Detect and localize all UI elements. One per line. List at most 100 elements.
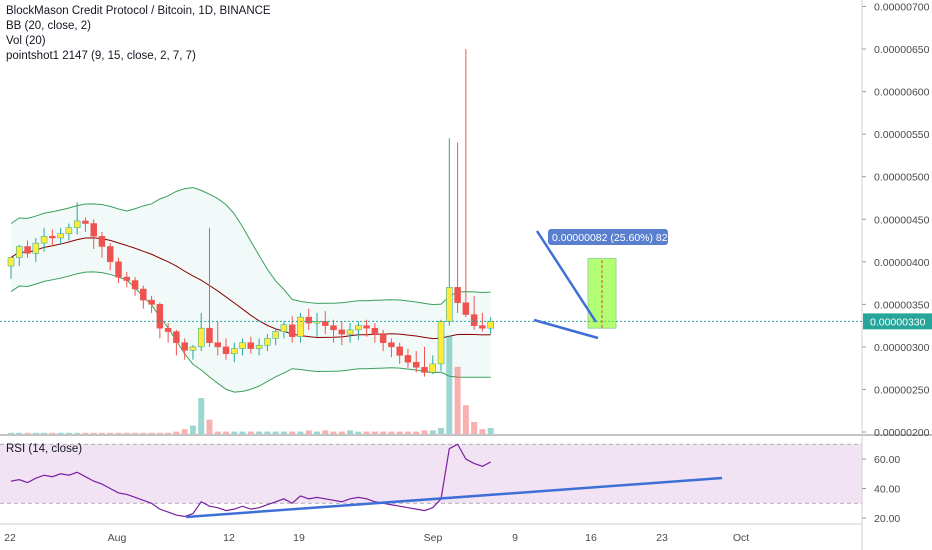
rsi-line	[10, 443, 491, 518]
volume-bar	[16, 432, 23, 434]
candle-body	[404, 355, 412, 363]
candle-body	[222, 346, 230, 354]
rsi-tick-label: 60.00	[874, 454, 900, 466]
price-tick-label: 0.00000250	[874, 384, 930, 396]
rsi-tick-label: 20.00	[874, 513, 900, 525]
volume-bar	[363, 431, 370, 434]
volume-bar	[388, 431, 395, 434]
volume-bar	[256, 431, 263, 434]
volume-bar	[380, 431, 387, 434]
rsi-trendline	[185, 476, 723, 519]
candle-body	[297, 316, 304, 337]
candle-body	[255, 344, 263, 349]
volume-bar	[82, 432, 89, 434]
price-tick-label: 0.00000400	[874, 257, 930, 269]
price-tick-label: 0.00000450	[874, 214, 930, 226]
candle-body	[57, 233, 64, 239]
candle-body	[264, 338, 271, 346]
candle-body	[330, 325, 337, 331]
volume-bar	[421, 430, 428, 434]
candle-body	[322, 321, 329, 326]
volume-bar	[404, 431, 411, 434]
volume-bar	[65, 432, 72, 434]
candle-body	[206, 327, 213, 343]
volume-bar	[115, 432, 122, 434]
volume-bar	[396, 431, 403, 434]
measure-label-bg	[548, 229, 668, 245]
bb-fill	[11, 187, 491, 393]
candle-body	[115, 261, 122, 278]
volume-bar	[264, 431, 271, 434]
volume-bar	[347, 430, 354, 434]
volume-bar	[479, 429, 486, 434]
time-tick-label: 22	[4, 532, 16, 544]
candle-body	[197, 327, 205, 348]
volume-bar	[454, 366, 461, 434]
volume-bar	[98, 432, 105, 434]
volume-bar	[322, 430, 329, 434]
volume-bar	[462, 405, 469, 434]
volume-bar	[206, 419, 213, 434]
volume-bar	[239, 431, 246, 434]
time-tick-label: Aug	[108, 532, 127, 544]
volume-bar	[272, 431, 279, 434]
candle-body	[73, 220, 81, 229]
volume-bar	[90, 432, 97, 434]
volume-bar	[8, 432, 14, 434]
symbol-title: BlockMason Credit Protocol / Bitcoin, 1D…	[6, 5, 271, 17]
volume-bar	[32, 432, 39, 434]
price-tick-label: 0.00000200	[874, 427, 930, 439]
time-tick-label: 19	[293, 532, 305, 544]
volume-bar	[338, 431, 345, 434]
volume-bar	[24, 432, 31, 434]
bb-legend: BB (20, close, 2)	[6, 20, 92, 32]
price-tick-label: 0.00000650	[874, 44, 930, 56]
legend-bb: BB (20, close, 2)	[6, 19, 91, 33]
candle-body	[231, 348, 238, 354]
volume-bar	[74, 432, 81, 434]
volume-bar	[57, 432, 64, 434]
candle-body	[454, 287, 461, 303]
volume-bar	[371, 431, 378, 434]
pointshot-legend: pointshot1 2147 (9, 15, close, 2, 7, 7)	[6, 50, 196, 62]
price-tick-label: 0.00000350	[874, 299, 930, 311]
candle-body	[181, 342, 188, 351]
candle-body	[305, 316, 312, 324]
bb-basis-line	[10, 237, 491, 340]
volume-bar	[231, 431, 238, 434]
candle-body	[379, 333, 387, 343]
candle-body	[388, 342, 395, 348]
volume-bar	[189, 425, 196, 434]
candle-body	[148, 299, 155, 305]
price-tick-label: 0.00000600	[874, 87, 930, 99]
candle-body	[173, 331, 180, 343]
candle-body	[487, 321, 494, 329]
volume-bar	[123, 432, 130, 434]
volume-bar	[471, 422, 478, 434]
wedge-upper-trendline	[535, 230, 598, 323]
volume-bar	[247, 431, 254, 434]
time-tick-label: 12	[223, 532, 235, 544]
volume-bar	[487, 428, 494, 434]
candle-body	[164, 327, 172, 332]
volume-bar	[413, 431, 420, 434]
volume-bar	[41, 432, 48, 434]
volume-bar	[165, 432, 172, 434]
volume-bar	[156, 432, 163, 434]
legend-title: BlockMason Credit Protocol / Bitcoin, 1D…	[6, 4, 271, 18]
volume-bar	[429, 430, 436, 434]
candle-body	[272, 331, 279, 339]
candle-body	[247, 342, 255, 349]
candle-body	[479, 325, 486, 329]
volume-bar	[223, 431, 230, 434]
legend-rsi: RSI (14, close)	[6, 442, 82, 456]
candle-body	[49, 236, 56, 239]
candle-body	[421, 367, 428, 373]
rsi-band	[0, 444, 862, 504]
current-price-tag	[863, 313, 932, 330]
time-tick-label: Oct	[733, 532, 749, 544]
candle-body	[437, 321, 445, 365]
volume-bar	[132, 432, 139, 434]
candle-body	[446, 287, 453, 322]
